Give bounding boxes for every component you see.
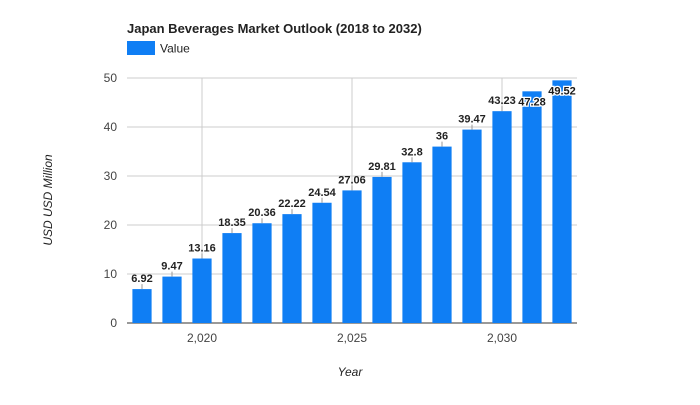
y-axis: 0 10 20 30 40 50 [104, 71, 118, 330]
bar [192, 258, 212, 323]
data-label: 6.92 [131, 273, 152, 285]
bar [342, 190, 362, 323]
bar [462, 129, 482, 323]
data-label: 43.23 [488, 95, 516, 107]
y-tick-label: 20 [104, 218, 118, 232]
y-tick-label: 30 [104, 169, 118, 183]
chart-title: Japan Beverages Market Outlook (2018 to … [127, 21, 422, 36]
data-label: 9.47 [161, 261, 182, 273]
y-tick-label: 50 [104, 71, 118, 85]
x-axis-title: Year [338, 365, 364, 379]
bar [312, 202, 332, 323]
legend-swatch [127, 41, 155, 55]
x-axis: 2,020 2,025 2,030 [187, 331, 517, 345]
bar [222, 233, 242, 323]
x-tick-label: 2,020 [187, 331, 217, 345]
bar [162, 276, 182, 323]
bar [552, 80, 572, 324]
bar [132, 289, 152, 323]
data-label: 27.06 [338, 174, 366, 186]
data-label: 47.28 [518, 96, 546, 108]
data-label: 24.54 [308, 187, 336, 199]
data-label: 36 [436, 131, 448, 143]
data-label: 20.36 [248, 207, 276, 219]
y-tick-label: 40 [104, 120, 118, 134]
data-labels: 6.92 9.47 13.16 18.3520.3622.2224.5427.0629… [131, 84, 577, 290]
data-label: 29.81 [368, 161, 396, 173]
data-label: 22.22 [278, 198, 306, 210]
bar [282, 214, 302, 323]
y-tick-label: 10 [104, 267, 118, 281]
data-label: 18.35 [218, 217, 246, 229]
x-tick-label: 2,030 [487, 331, 517, 345]
data-label: 49.52 [548, 85, 576, 97]
bar [492, 111, 512, 323]
legend-label: Value [160, 42, 190, 56]
bar [402, 162, 422, 323]
data-label: 13.16 [188, 243, 216, 255]
bar [522, 91, 542, 323]
x-tick-label: 2,025 [337, 331, 367, 345]
data-label: 32.8 [401, 146, 422, 158]
bars [132, 80, 572, 324]
bar [432, 146, 452, 323]
bar [372, 176, 392, 323]
bar [252, 223, 272, 323]
y-tick-label: 0 [110, 316, 117, 330]
data-label: 39.47 [458, 114, 486, 126]
y-axis-title: USD USD Million [41, 154, 55, 246]
